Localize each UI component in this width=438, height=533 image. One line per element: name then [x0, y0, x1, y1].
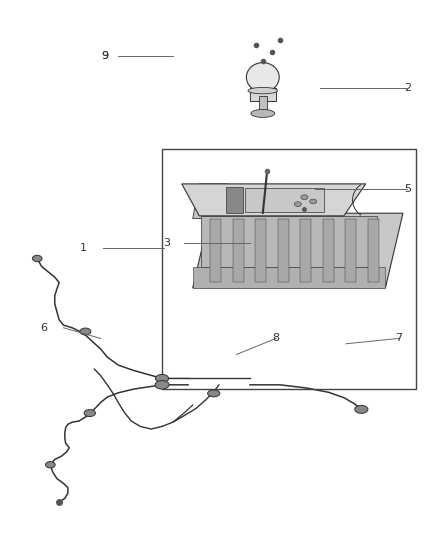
Text: 3: 3 — [163, 238, 170, 247]
Ellipse shape — [294, 201, 301, 207]
Ellipse shape — [80, 328, 91, 335]
Bar — [210, 219, 221, 282]
Bar — [278, 219, 289, 282]
Bar — [368, 219, 379, 282]
Bar — [193, 266, 385, 288]
Text: 8: 8 — [272, 334, 279, 343]
Ellipse shape — [46, 462, 55, 468]
Text: 9: 9 — [102, 51, 109, 61]
Ellipse shape — [155, 374, 169, 383]
Text: 9: 9 — [102, 51, 109, 61]
Text: 5: 5 — [404, 184, 411, 194]
Polygon shape — [193, 184, 228, 219]
Ellipse shape — [310, 199, 317, 204]
Bar — [245, 188, 324, 212]
Text: 2: 2 — [404, 83, 411, 93]
Bar — [250, 88, 276, 101]
Text: 7: 7 — [395, 334, 402, 343]
Ellipse shape — [208, 390, 220, 397]
Ellipse shape — [32, 255, 42, 262]
Bar — [300, 219, 311, 282]
Bar — [255, 219, 266, 282]
Bar — [259, 96, 267, 113]
Text: 6: 6 — [40, 323, 47, 333]
Polygon shape — [182, 184, 366, 216]
Polygon shape — [226, 187, 243, 213]
Bar — [323, 219, 334, 282]
Ellipse shape — [246, 63, 279, 92]
Polygon shape — [193, 213, 403, 288]
Ellipse shape — [84, 409, 95, 417]
Ellipse shape — [248, 87, 278, 94]
Ellipse shape — [155, 381, 169, 389]
Ellipse shape — [355, 405, 368, 414]
Bar — [201, 216, 377, 266]
Bar — [162, 149, 416, 389]
Ellipse shape — [251, 109, 275, 117]
Bar — [346, 219, 357, 282]
Bar — [233, 219, 244, 282]
Text: 1: 1 — [80, 243, 87, 253]
Ellipse shape — [301, 195, 308, 199]
